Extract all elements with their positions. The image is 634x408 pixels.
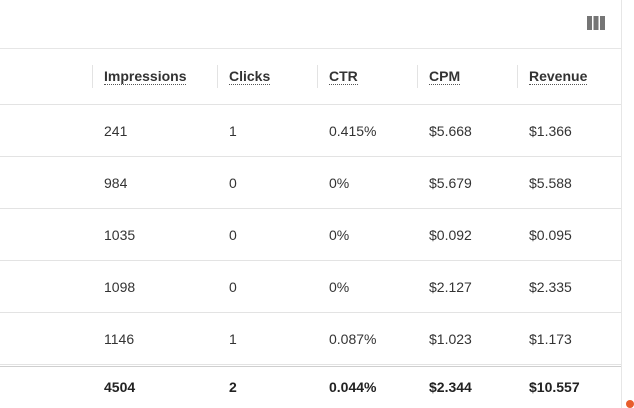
cell-impressions: 1035 bbox=[104, 226, 136, 243]
header-ctr[interactable]: CTR bbox=[329, 49, 358, 104]
header-label[interactable]: Clicks bbox=[229, 68, 271, 85]
total-cpm: $2.344 bbox=[429, 379, 472, 395]
table-header-row: Impressions Clicks CTR CPM Revenue bbox=[0, 49, 621, 105]
cell-ctr: 0% bbox=[329, 278, 350, 295]
cell-impressions: 1146 bbox=[104, 330, 135, 347]
header-label[interactable]: Impressions bbox=[104, 68, 187, 85]
total-clicks: 2 bbox=[229, 379, 237, 395]
cell-clicks: 0 bbox=[229, 226, 237, 243]
cell-clicks: 1 bbox=[229, 330, 237, 347]
cell-cpm: $1.023 bbox=[429, 330, 472, 347]
header-label[interactable]: Revenue bbox=[529, 68, 588, 85]
cell-revenue: $1.366 bbox=[529, 122, 572, 139]
column-chooser-button[interactable] bbox=[584, 12, 608, 34]
table-row[interactable]: 1035 0 0% $0.092 $0.095 bbox=[0, 209, 621, 261]
cell-ctr: 0% bbox=[329, 174, 350, 191]
column-divider bbox=[217, 65, 218, 88]
table-row[interactable]: 984 0 0% $5.679 $5.588 bbox=[0, 157, 621, 209]
totals-row: 4504 2 0.044% $2.344 $10.557 bbox=[0, 366, 621, 407]
cell-cpm: $0.092 bbox=[429, 226, 472, 243]
column-divider bbox=[417, 65, 418, 88]
total-revenue: $10.557 bbox=[529, 379, 580, 395]
cell-clicks: 0 bbox=[229, 278, 237, 295]
cell-ctr: 0% bbox=[329, 226, 350, 243]
cell-revenue: $5.588 bbox=[529, 174, 572, 191]
header-revenue[interactable]: Revenue bbox=[529, 49, 588, 104]
cell-clicks: 0 bbox=[229, 174, 237, 191]
header-label[interactable]: CTR bbox=[329, 68, 358, 85]
accent-dot bbox=[626, 400, 634, 408]
header-clicks[interactable]: Clicks bbox=[229, 49, 271, 104]
table-row[interactable]: 241 1 0.415% $5.668 $1.366 bbox=[0, 105, 621, 157]
cell-cpm: $5.679 bbox=[429, 174, 472, 191]
view-column-icon bbox=[587, 16, 605, 30]
cell-impressions: 984 bbox=[104, 174, 128, 191]
cell-cpm: $5.668 bbox=[429, 122, 472, 139]
column-divider bbox=[517, 65, 518, 88]
header-cpm[interactable]: CPM bbox=[429, 49, 461, 104]
header-label[interactable]: CPM bbox=[429, 68, 461, 85]
total-impressions: 4504 bbox=[104, 379, 136, 395]
cell-revenue: $1.173 bbox=[529, 330, 572, 347]
table-row[interactable]: 1098 0 0% $2.127 $2.335 bbox=[0, 261, 621, 313]
cell-cpm: $2.127 bbox=[429, 278, 472, 295]
cell-ctr: 0.087% bbox=[329, 330, 377, 347]
cell-ctr: 0.415% bbox=[329, 122, 377, 139]
column-divider bbox=[317, 65, 318, 88]
cell-clicks: 1 bbox=[229, 122, 237, 139]
vertical-scrollbar[interactable] bbox=[622, 0, 634, 408]
table-toolbar bbox=[0, 0, 621, 49]
table-row[interactable]: 1146 1 0.087% $1.023 $1.173 bbox=[0, 313, 621, 365]
cell-impressions: 241 bbox=[104, 122, 128, 139]
total-ctr: 0.044% bbox=[329, 379, 377, 395]
cell-revenue: $0.095 bbox=[529, 226, 572, 243]
cell-impressions: 1098 bbox=[104, 278, 136, 295]
header-impressions[interactable]: Impressions bbox=[104, 49, 187, 104]
cell-revenue: $2.335 bbox=[529, 278, 572, 295]
column-divider bbox=[92, 65, 93, 88]
